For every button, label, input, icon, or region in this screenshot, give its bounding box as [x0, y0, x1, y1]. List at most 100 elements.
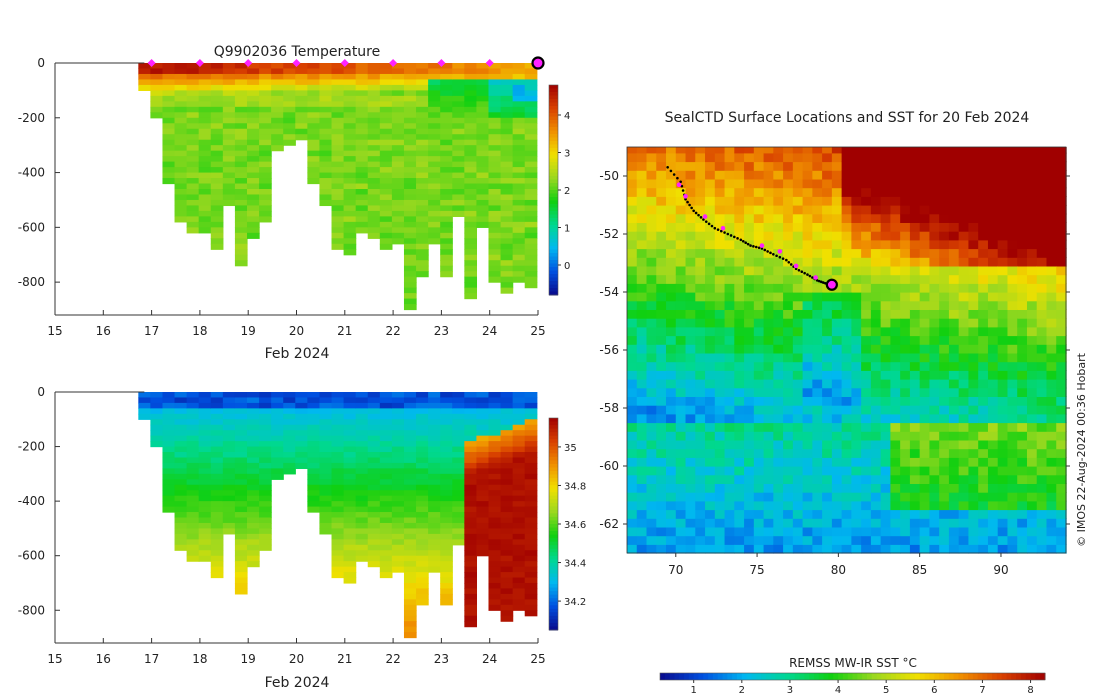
temperature-cell	[512, 101, 526, 108]
sst-cell	[812, 265, 823, 276]
track-dot	[676, 176, 679, 180]
salinity-cell	[440, 446, 453, 453]
salinity-cell	[174, 522, 188, 530]
salinity-cell	[174, 501, 188, 508]
sst-cell	[958, 422, 970, 432]
salinity-cell	[476, 501, 490, 508]
sst-cell	[646, 292, 657, 302]
temperature-cell	[403, 117, 417, 124]
sst-cell	[1026, 178, 1038, 189]
temperature-x-tick-label: 21	[337, 324, 352, 338]
salinity-cell	[428, 430, 441, 437]
salinity-cell	[464, 446, 478, 453]
sst-cell	[1017, 457, 1028, 467]
salinity-cell	[259, 462, 272, 469]
salinity-x-tick-label: 15	[47, 652, 62, 666]
sst-cell	[1026, 535, 1038, 545]
sst-cell	[958, 344, 970, 354]
sst-cell	[1026, 422, 1038, 432]
sst-cell	[831, 239, 843, 250]
salinity-cell	[524, 392, 538, 399]
salinity-cell	[186, 430, 200, 437]
salinity-cell	[283, 468, 296, 475]
sst-cell	[685, 405, 696, 415]
sst-cell	[822, 300, 833, 310]
sst-cell	[705, 335, 716, 345]
sst-cell	[744, 161, 755, 171]
temperature-cell	[488, 117, 502, 124]
sst-cell	[929, 187, 940, 197]
temperature-cell	[428, 90, 441, 97]
sst-cell	[646, 448, 657, 458]
sst-cell	[909, 231, 921, 241]
temperature-colorbar-swatch	[549, 176, 558, 180]
temperature-cell	[452, 161, 465, 168]
sst-cell	[900, 265, 911, 276]
temperature-cell	[476, 194, 490, 201]
track-dot	[789, 263, 793, 266]
salinity-cell	[210, 533, 224, 540]
salinity-cell	[403, 615, 417, 622]
temperature-cell	[343, 79, 357, 86]
sst-cell	[909, 387, 921, 397]
sst-map-axes: 70 75 80 85 90-50-52-54-56-58-60-62	[599, 146, 1070, 577]
salinity-cell	[403, 413, 417, 420]
sst-cell	[627, 196, 638, 206]
temperature-cell	[150, 95, 164, 102]
sst-cell	[900, 326, 911, 337]
salinity-cell	[440, 479, 453, 486]
salinity-cell	[379, 479, 393, 486]
temperature-cell	[343, 150, 357, 157]
salinity-cell	[319, 484, 333, 491]
temperature-cell	[440, 95, 453, 102]
sst-cell	[656, 396, 667, 406]
sst-cell	[880, 361, 891, 371]
sst-cell	[695, 352, 706, 363]
salinity-cell	[403, 512, 417, 519]
sst-cell	[734, 147, 745, 154]
sst-cell	[714, 396, 726, 406]
salinity-cell	[186, 501, 200, 508]
sst-cell	[714, 509, 726, 519]
sst-cell	[802, 448, 813, 458]
sst-cell	[763, 544, 774, 554]
temperature-cell	[512, 243, 526, 250]
temperature-cell	[198, 161, 212, 168]
sst-cell	[714, 300, 726, 310]
salinity-cell	[512, 588, 526, 595]
salinity-cell	[488, 457, 502, 464]
salinity-colorbar-swatch	[549, 449, 558, 454]
temperature-cell	[355, 68, 369, 75]
salinity-cell	[379, 495, 393, 502]
sst-cell	[948, 387, 960, 397]
salinity-cell	[476, 522, 490, 530]
temperature-cell	[391, 79, 405, 86]
sst-cell	[958, 361, 970, 371]
sst-cell	[783, 187, 794, 197]
sst-cell	[1017, 205, 1028, 215]
salinity-cell	[428, 392, 441, 399]
temperature-cell	[464, 106, 478, 113]
sst-cell	[656, 379, 667, 389]
sst-cell	[1036, 405, 1048, 415]
temperature-cell	[355, 199, 369, 207]
sst-colorbar-swatch	[703, 673, 709, 680]
temperature-cell	[307, 90, 321, 97]
sst-cell	[783, 196, 794, 206]
temperature-cell	[295, 106, 308, 113]
temperature-cell	[379, 134, 393, 141]
temperature-cell	[234, 128, 248, 135]
sst-cell	[997, 483, 1009, 493]
sst-cell	[929, 335, 940, 345]
temperature-cell	[500, 101, 514, 108]
sst-cell	[929, 387, 940, 397]
salinity-cell	[488, 441, 502, 448]
sst-cell	[773, 265, 784, 276]
temperature-cell	[150, 73, 164, 81]
sst-cell	[636, 152, 648, 163]
salinity-cell	[307, 473, 321, 480]
temperature-cell	[379, 189, 393, 196]
temperature-cell	[440, 134, 453, 141]
temperature-colorbar-swatch	[549, 95, 558, 100]
temperature-cell	[488, 112, 502, 119]
